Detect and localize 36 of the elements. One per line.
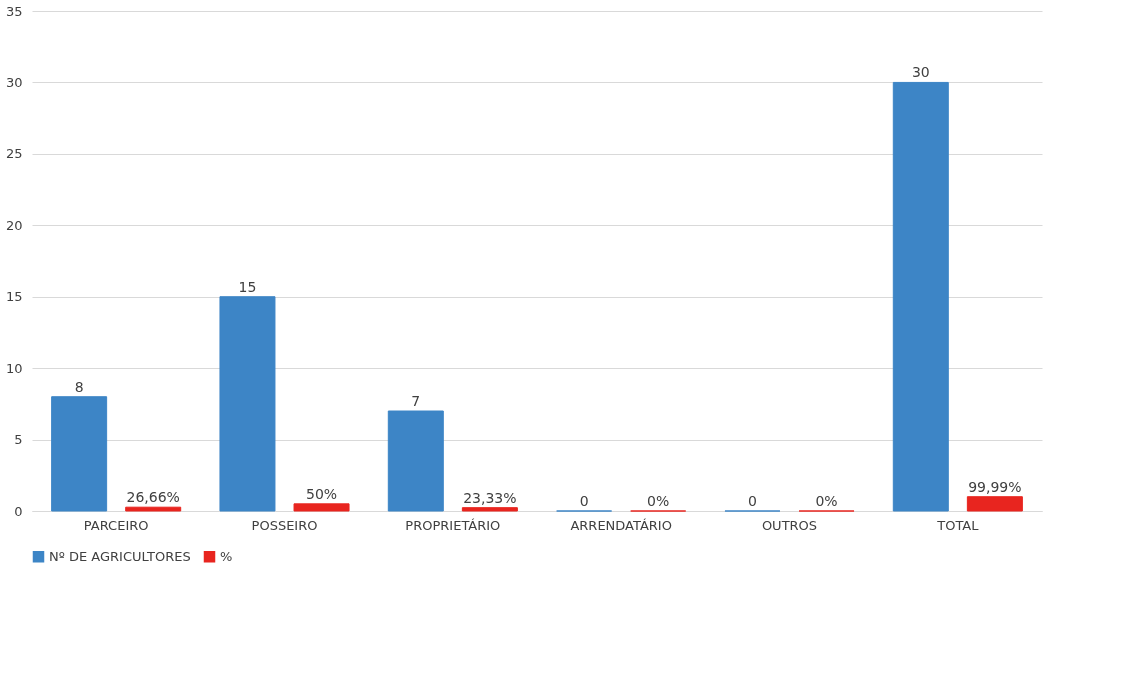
data-label: 0 [579, 493, 589, 509]
data-label: 0% [815, 493, 838, 509]
y-tick-label: 35 [5, 3, 23, 19]
y-tick-label: 20 [5, 217, 23, 233]
y-tick-label: 15 [5, 289, 23, 305]
y-tick-label: 10 [5, 360, 23, 376]
bar [387, 410, 444, 512]
bar [125, 506, 182, 512]
data-label: 99,99% [968, 478, 1022, 495]
data-label: 15 [238, 278, 257, 295]
x-tick-label: ARRENDATÁRIO [570, 517, 672, 533]
data-label: 0% [647, 493, 670, 509]
data-label: 0 [748, 493, 757, 509]
x-tick-label: PROPRIETÁRIO [405, 517, 501, 533]
data-label: 30 [911, 64, 930, 81]
legend-label: Nº DE AGRICULTORES [49, 548, 191, 564]
x-tick-label: PARCEIRO [83, 517, 149, 533]
bar [293, 503, 350, 512]
data-label: 23,33% [463, 489, 517, 506]
data-label: 26,66% [126, 489, 180, 506]
data-label: 50% [305, 485, 338, 502]
bar [892, 81, 949, 512]
y-tick-label: 0 [14, 503, 23, 519]
bar [966, 496, 1023, 512]
x-tick-label: TOTAL [936, 517, 980, 533]
y-tick-label: 5 [14, 432, 23, 448]
x-tick-label: POSSEIRO [251, 517, 318, 533]
legend-label: % [220, 548, 233, 564]
y-tick-label: 30 [5, 74, 23, 90]
bar [51, 396, 108, 512]
data-label: 8 [74, 378, 84, 395]
x-tick-label: OUTROS [761, 517, 818, 533]
bar [461, 507, 518, 512]
bar [219, 296, 276, 512]
y-tick-label: 25 [5, 146, 23, 162]
data-label: 7 [411, 393, 421, 409]
